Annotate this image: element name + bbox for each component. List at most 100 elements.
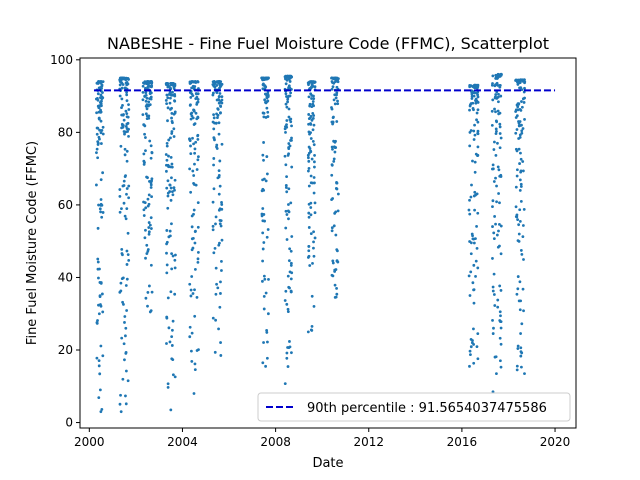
data-point [518,308,522,312]
data-point [118,188,122,191]
data-point [220,259,223,263]
data-point [312,230,315,234]
data-point [124,284,128,287]
data-point [287,146,291,149]
data-point [170,252,173,256]
data-point [469,195,473,199]
data-point [219,100,223,103]
data-point [476,95,480,99]
data-point [98,104,101,108]
data-point [148,103,152,107]
data-point [308,102,312,106]
data-point [290,235,294,238]
data-point [170,116,173,120]
data-point [496,298,500,302]
data-point [173,110,177,114]
data-point [166,85,170,89]
data-point [311,116,315,120]
data-point [192,392,196,395]
data-point [491,257,494,260]
data-point [331,147,334,151]
data-point [287,86,290,89]
data-point [330,107,334,111]
data-point [262,294,266,298]
data-point [212,116,216,120]
x-tick-label: 2004 [167,435,198,449]
data-point [289,289,293,293]
data-point [145,86,149,90]
data-point [476,108,480,112]
data-point [217,327,220,331]
data-point [167,326,171,330]
data-point [218,241,221,245]
data-point [145,107,149,111]
legend: 90th percentile : 91.5654037475586 [257,392,571,422]
data-point [470,89,474,93]
data-point [264,116,268,119]
scatter-points [94,72,527,414]
data-point [499,326,503,330]
data-point [499,136,503,140]
data-point [149,183,153,187]
data-point [498,125,502,129]
data-point [475,345,479,349]
data-point [495,120,499,124]
data-point [216,286,220,290]
data-point [189,190,193,194]
data-point [126,115,130,119]
data-point [165,144,169,148]
data-point [101,80,105,84]
data-point [313,201,317,205]
data-point [173,375,177,379]
data-point [493,84,497,88]
data-point [192,142,195,146]
data-point [189,144,192,148]
data-point [308,264,312,267]
data-point [497,192,500,195]
data-point [101,96,105,100]
data-point [193,151,197,155]
data-point [515,213,519,217]
data-point [499,175,503,178]
data-point [166,382,170,386]
data-point [125,187,129,190]
data-point [190,275,194,278]
data-point [125,149,129,153]
data-point [266,228,270,231]
data-point [124,402,128,406]
data-point [123,315,127,318]
data-point [173,82,177,86]
data-point [192,174,196,177]
data-point [124,217,128,221]
data-point [262,158,265,162]
data-point [120,97,124,101]
data-point [492,231,496,235]
data-point [172,135,176,138]
data-point [335,259,339,263]
data-point [219,292,222,295]
data-point [469,252,473,256]
data-point [196,97,200,101]
data-point [192,123,196,126]
data-point [214,215,218,219]
data-point [307,215,311,219]
data-point [493,215,497,218]
data-point [261,153,265,157]
data-point [145,252,149,255]
data-point [190,237,194,241]
data-point [143,201,147,205]
data-point [194,183,198,187]
data-point [99,131,103,135]
data-point [188,103,192,107]
data-point [470,94,474,98]
data-point [192,80,196,84]
x-tick-label: 2016 [447,435,478,449]
data-point [99,410,103,414]
data-point [217,132,221,136]
data-point [285,356,289,360]
data-point [308,132,311,136]
data-point [522,309,525,313]
data-point [96,82,100,85]
data-point [142,214,146,217]
data-point [468,144,472,148]
